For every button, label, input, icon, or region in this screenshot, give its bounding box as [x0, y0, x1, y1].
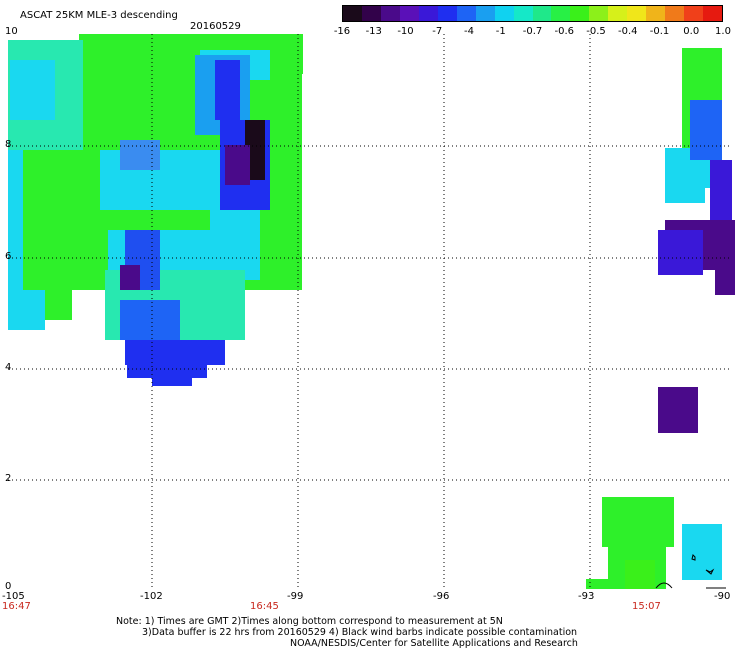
- colorbar-swatch: [418, 6, 438, 21]
- x-axis-label: -96: [433, 591, 450, 602]
- colorbar-label: -0.5: [586, 26, 606, 37]
- time-label: 16:45: [250, 601, 279, 612]
- colorbar-swatch: [475, 6, 495, 21]
- x-axis-label: -90: [714, 591, 731, 602]
- colorbar-swatch: [456, 6, 476, 21]
- y-axis-label: 0: [5, 581, 12, 592]
- note-line-3: NOAA/NESDIS/Center for Satellite Applica…: [290, 638, 578, 649]
- colorbar-label: -7: [432, 26, 443, 37]
- colorbar-label: -0.4: [617, 26, 638, 37]
- colorbar-swatch: [684, 6, 704, 21]
- colorbar-label: -13: [365, 26, 382, 37]
- y-axis-label: 6: [5, 251, 12, 262]
- colorbar-swatch: [627, 6, 647, 21]
- graticule: [8, 34, 732, 589]
- y-axis-label: 2: [5, 473, 12, 484]
- colorbar-swatch: [437, 6, 457, 21]
- map-date: 20160529: [190, 21, 241, 32]
- y-axis-label: 8: [5, 139, 12, 150]
- colorbar-swatch: [665, 6, 685, 21]
- time-label: 16:47: [2, 601, 31, 612]
- swath-west: [8, 34, 303, 386]
- colorbar-swatch: [399, 6, 419, 21]
- colorbar-swatch: [551, 6, 571, 21]
- colorbar-label: -10: [397, 26, 414, 37]
- colorbar-label: 1.0: [715, 26, 731, 37]
- colorbar-swatch: [343, 6, 362, 21]
- colorbar-label: -1: [495, 26, 506, 37]
- colorbar-label: -0.1: [649, 26, 670, 37]
- colorbar-label: -4: [464, 26, 474, 37]
- colorbar-label: -16: [333, 26, 351, 37]
- x-axis-label: -93: [578, 591, 595, 602]
- y-axis-label: 10: [5, 26, 18, 37]
- colorbar-swatch: [646, 6, 666, 21]
- colorbar-swatch: [570, 6, 590, 21]
- time-label: 15:07: [632, 601, 661, 612]
- colorbar-swatch: [380, 6, 400, 21]
- note-line-2: 3)Data buffer is 22 hrs from 20160529 4)…: [142, 627, 578, 638]
- colorbar-swatch: [513, 6, 533, 21]
- x-axis-label: -99: [287, 591, 304, 602]
- colorbar: [342, 5, 723, 22]
- colorbar-swatch: [608, 6, 628, 21]
- x-axis-label: -105: [2, 591, 25, 602]
- coastline: [655, 554, 726, 589]
- colorbar-label: 0.0: [683, 26, 700, 37]
- note-line-1: Note: 1) Times are GMT 2)Times along bot…: [116, 616, 503, 627]
- colorbar-swatch: [703, 6, 723, 21]
- colorbar-swatch: [589, 6, 609, 21]
- colorbar-label: -0.7: [522, 26, 543, 37]
- map-title: ASCAT 25KM MLE-3 descending: [20, 10, 178, 21]
- colorbar-swatch: [532, 6, 552, 21]
- colorbar-label: -0.6: [554, 26, 575, 37]
- colorbar-swatch: [494, 6, 514, 21]
- x-axis-label: -102: [140, 591, 163, 602]
- colorbar-swatch: [361, 6, 381, 21]
- swath-east: [586, 48, 735, 589]
- y-axis-label: 4: [5, 362, 12, 373]
